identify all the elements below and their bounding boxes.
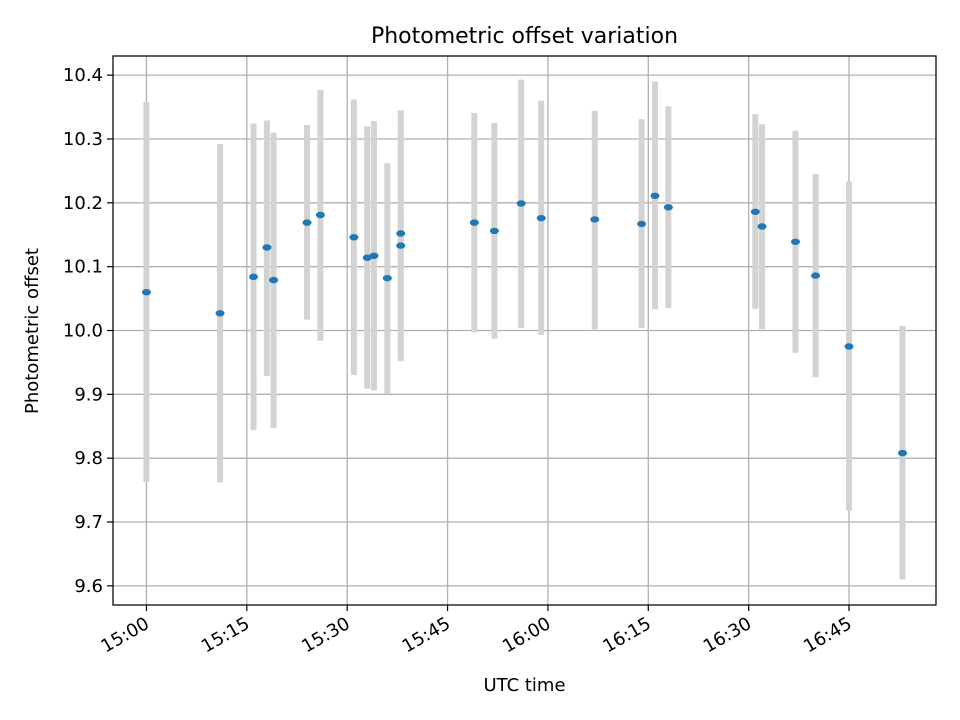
- data-point: [215, 310, 225, 317]
- y-tick-label: 9.7: [74, 512, 103, 533]
- data-point: [811, 272, 821, 279]
- y-axis-label: Photometric offset: [22, 248, 43, 414]
- data-point: [536, 214, 546, 222]
- y-tick-label: 10.4: [63, 65, 103, 86]
- y-axis-ticks: 9.6 9.7 9.8 9.9 10.0 10.1 10.2 10.3 10.4: [63, 65, 113, 597]
- data-point: [590, 216, 600, 223]
- data-point: [650, 192, 660, 200]
- y-tick-label: 10.0: [63, 321, 103, 342]
- data-point: [757, 223, 767, 230]
- data-point: [516, 200, 526, 207]
- data-point: [349, 234, 359, 241]
- data-point: [262, 244, 272, 251]
- data-point: [898, 449, 908, 457]
- y-tick-label: 10.2: [63, 193, 103, 214]
- x-axis-label: UTC time: [483, 675, 565, 696]
- data-point: [269, 276, 279, 284]
- y-tick-label: 9.8: [74, 448, 103, 469]
- y-tick-label: 9.6: [74, 576, 103, 597]
- data-point: [663, 204, 673, 211]
- data-point: [315, 211, 325, 219]
- data-point: [750, 208, 760, 215]
- y-tick-label: 10.1: [63, 257, 103, 278]
- data-point: [396, 242, 406, 249]
- data-points: [141, 192, 908, 457]
- grid: [113, 56, 936, 605]
- data-point: [637, 220, 647, 228]
- data-point: [369, 252, 379, 260]
- y-tick-label: 9.9: [74, 384, 103, 405]
- data-point: [141, 288, 151, 296]
- data-point: [396, 230, 406, 237]
- data-point: [790, 238, 800, 245]
- data-point: [489, 227, 499, 235]
- data-point: [302, 219, 312, 226]
- data-point: [382, 274, 392, 282]
- data-point: [249, 273, 259, 281]
- data-point: [469, 219, 479, 226]
- data-point: [844, 343, 854, 350]
- chart-title: Photometric offset variation: [371, 24, 678, 49]
- y-tick-label: 10.3: [63, 129, 103, 150]
